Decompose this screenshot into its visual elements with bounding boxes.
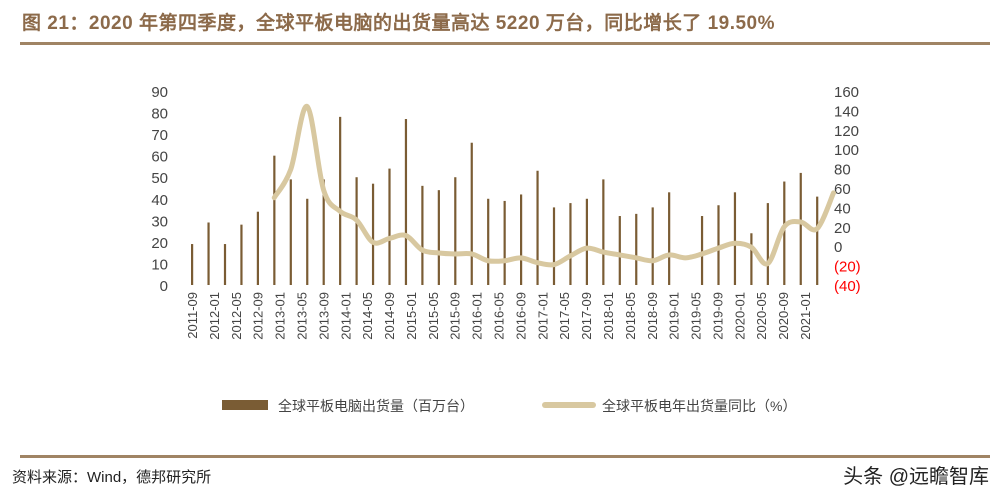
source-note: 资料来源：Wind，德邦研究所 [12, 469, 212, 486]
bar [339, 116, 342, 285]
x-axis-tick: 2020-01 [732, 292, 747, 340]
x-axis-tick: 2019-05 [689, 292, 704, 340]
x-axis-tick: 2013-01 [273, 292, 288, 340]
bar [750, 233, 753, 285]
bar [223, 244, 227, 285]
left-axis-tick: 40 [151, 192, 168, 209]
bar [651, 207, 654, 285]
bar [668, 192, 671, 285]
bar [371, 183, 375, 285]
left-axis-tick: 70 [151, 127, 168, 144]
bar [355, 177, 358, 285]
x-axis-tick: 2012-09 [251, 292, 266, 340]
x-axis-tick: 2015-09 [448, 292, 463, 340]
left-axis-tick: 30 [151, 213, 168, 230]
x-axis-tick: 2016-01 [470, 292, 485, 340]
right-axis-tick: 100 [834, 142, 859, 159]
right-axis-tick: 140 [834, 103, 859, 120]
bar [470, 142, 473, 285]
left-axis-tick: 90 [151, 84, 168, 101]
x-axis-tick: 2014-01 [338, 292, 353, 340]
right-axis-tick: (20) [834, 259, 861, 276]
x-axis-tick: 2017-05 [557, 292, 572, 340]
x-axis-tick: 2017-09 [579, 292, 594, 340]
x-axis-tick: 2014-09 [382, 292, 397, 340]
right-axis-tick: 160 [834, 84, 859, 101]
x-axis-tick: 2018-01 [601, 292, 616, 340]
bar [503, 200, 506, 285]
bar [207, 222, 210, 285]
left-axis-tick: 10 [151, 256, 168, 273]
x-axis-tick: 2018-09 [645, 292, 660, 340]
legend-label-bar: 全球平板电脑出货量（百万台） [278, 398, 474, 414]
left-axis-tick: 80 [151, 106, 168, 123]
x-axis-tick: 2020-05 [754, 292, 769, 340]
right-axis-tick: (40) [834, 278, 861, 295]
watermark: 头条 @远瞻智库 [843, 466, 989, 488]
x-axis-tick: 2013-05 [294, 292, 309, 340]
bar [306, 198, 309, 285]
left-axis-tick: 20 [151, 235, 168, 252]
x-axis-tick: 2019-09 [710, 292, 725, 340]
left-axis-tick: 60 [151, 149, 168, 166]
bar [289, 179, 292, 285]
chart: 0 10 20 30 40 50 60 70 80 90 (40) (20) 0 20 40 60 80 100 1… [151, 84, 861, 414]
bar [437, 190, 440, 285]
bar [487, 198, 490, 285]
footer-divider [20, 455, 990, 458]
bar [322, 179, 325, 285]
bar [717, 205, 720, 285]
bar [240, 224, 243, 285]
x-axis-tick: 2012-01 [207, 292, 222, 340]
legend-swatch-bar [222, 400, 268, 410]
bar [799, 172, 802, 285]
bar [520, 194, 523, 285]
right-axis-tick: 40 [834, 200, 851, 217]
x-axis-tick: 2015-01 [404, 292, 419, 340]
bar [816, 196, 819, 285]
bar [783, 181, 786, 285]
bar [733, 192, 737, 285]
bar [585, 198, 588, 285]
bar [191, 244, 194, 285]
bar [536, 170, 539, 285]
bar [602, 179, 605, 285]
x-axis-tick: 2013-09 [316, 292, 331, 340]
left-axis-tick: 0 [160, 278, 168, 295]
x-axis-tick: 2019-01 [667, 292, 682, 340]
bar [404, 119, 408, 286]
x-axis-tick: 2016-09 [513, 292, 528, 340]
bar [388, 168, 391, 285]
x-axis-tick: 2016-05 [492, 292, 507, 340]
x-axis-tick: 2020-09 [776, 292, 791, 340]
x-axis-tick: 2015-05 [426, 292, 441, 340]
bar [700, 216, 704, 285]
figure-title: 图 21：2020 年第四季度，全球平板电脑的出货量高达 5220 万台，同比增… [22, 13, 776, 34]
x-axis-tick: 2014-05 [360, 292, 375, 340]
x-axis-tick: 2012-05 [229, 292, 244, 340]
right-axis-tick: 80 [834, 162, 851, 179]
x-axis-tick: 2017-01 [535, 292, 550, 340]
bar [569, 203, 572, 285]
x-axis-tick: 2011-09 [185, 292, 200, 339]
right-axis-tick: 0 [834, 239, 842, 256]
right-axis-tick: 20 [834, 220, 851, 237]
bar [766, 203, 769, 285]
x-axis-tick: 2021-01 [798, 292, 813, 340]
right-axis-tick: 120 [834, 123, 859, 140]
bar [273, 155, 276, 285]
legend-label-line: 全球平板电年出货量同比（%） [602, 398, 796, 414]
bar [454, 177, 457, 285]
bar [421, 185, 424, 285]
title-divider [20, 42, 990, 45]
left-axis-tick: 50 [151, 170, 168, 187]
bar [552, 207, 556, 285]
yoy-growth-line [271, 104, 837, 268]
bar [635, 213, 638, 285]
x-axis-tick: 2018-05 [623, 292, 638, 340]
bar [618, 216, 621, 285]
bar [256, 211, 259, 285]
right-axis-tick: 60 [834, 181, 851, 198]
